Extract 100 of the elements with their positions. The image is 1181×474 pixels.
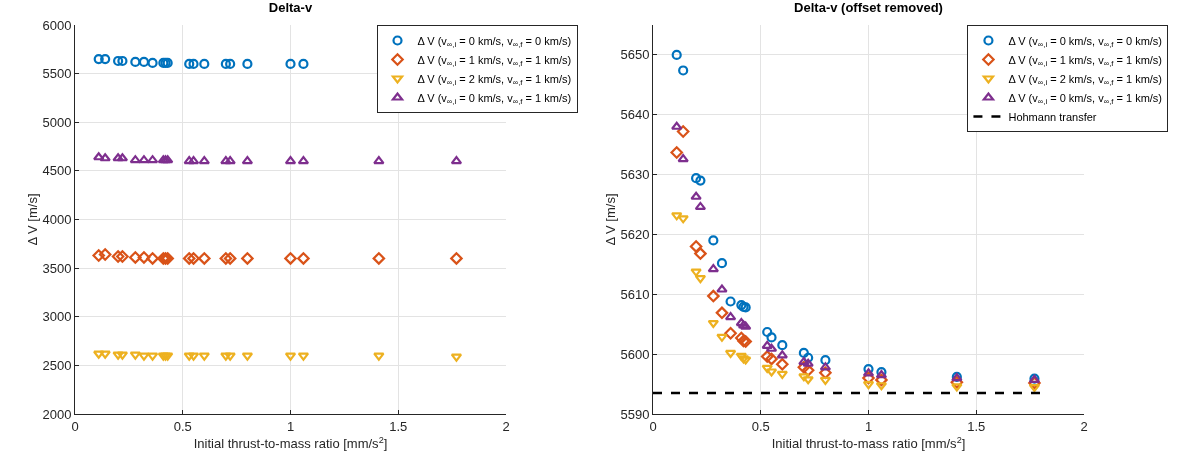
point <box>724 311 737 321</box>
point <box>241 252 254 265</box>
y-axis-title: Δ V [m/s] <box>25 193 41 246</box>
point <box>875 373 888 387</box>
point <box>146 252 159 265</box>
y-tick-label: 6000 <box>42 17 72 33</box>
point <box>242 58 253 69</box>
point <box>761 364 773 374</box>
x-tick-label: 1.5 <box>389 418 408 434</box>
y-tick-label: 5630 <box>620 167 650 183</box>
point <box>797 361 811 374</box>
legend-label: Δ V (v$_{∞,i}$ = 0 km/s, v$_{∞,f}$ = 1 km/s) <box>417 91 572 107</box>
point <box>182 252 196 265</box>
x-axis-title: Initial thrust-to-mass ratio [mm/s$^{2}$] <box>193 434 388 452</box>
legend-label: Δ V (v$_{∞,i}$ = 2 km/s, v$_{∞,f}$ = 1 km/s) <box>1008 72 1163 88</box>
point <box>225 58 236 69</box>
x-tick-label: 1 <box>864 418 873 434</box>
point <box>691 173 702 184</box>
point <box>138 155 150 164</box>
point <box>373 352 385 361</box>
x-tick-label: 0 <box>649 418 657 434</box>
point <box>92 249 106 262</box>
point <box>183 156 195 165</box>
x-tick-label: 2 <box>1080 418 1088 434</box>
point <box>147 57 158 69</box>
point <box>777 340 788 351</box>
x-tick-label: 0.5 <box>751 418 770 434</box>
point <box>112 351 124 360</box>
point <box>130 56 141 68</box>
chart-title: Delta-v <box>268 0 313 16</box>
point <box>220 156 232 165</box>
point <box>223 252 237 265</box>
point <box>297 252 310 265</box>
y-tick-label: 5590 <box>620 406 650 422</box>
point <box>99 350 111 359</box>
legend-label: Hohmann transfer <box>1008 110 1097 123</box>
y-tick-label: 5610 <box>620 286 650 302</box>
point <box>111 250 125 263</box>
point <box>766 332 777 343</box>
point <box>671 49 682 61</box>
point <box>284 252 297 265</box>
point <box>694 247 707 260</box>
legend-label: Δ V (v$_{∞,i}$ = 1 km/s, v$_{∞,f}$ = 1 km/s) <box>417 53 572 69</box>
point <box>820 355 831 366</box>
point <box>819 366 832 380</box>
point <box>670 146 684 159</box>
point <box>113 55 124 67</box>
point <box>112 153 124 162</box>
point <box>716 333 728 342</box>
point <box>677 215 689 224</box>
point <box>129 251 142 264</box>
y-tick-label: 5650 <box>620 47 650 63</box>
point <box>803 352 814 363</box>
point <box>285 58 296 69</box>
y-tick-label: 5500 <box>42 66 72 82</box>
point <box>100 53 111 65</box>
point <box>99 153 111 162</box>
point <box>138 352 150 361</box>
point <box>184 58 195 69</box>
point <box>219 252 233 265</box>
point <box>137 251 151 264</box>
legend-label: Δ V (v$_{∞,i}$ = 2 km/s, v$_{∞,f}$ = 1 km/s) <box>417 72 572 88</box>
point <box>690 191 702 200</box>
point <box>450 252 463 265</box>
y-tick-label: 4500 <box>42 163 72 179</box>
point <box>373 156 385 165</box>
point <box>689 240 703 253</box>
point <box>762 326 773 338</box>
chart-title: Delta-v (offset removed) <box>794 0 943 16</box>
x-tick-label: 0 <box>71 418 79 434</box>
point <box>715 306 729 320</box>
point <box>98 248 112 261</box>
point <box>1028 383 1041 393</box>
y-tick-label: 3500 <box>42 260 72 276</box>
point <box>716 258 728 269</box>
point <box>677 153 689 163</box>
x-tick-label: 1.5 <box>967 418 986 434</box>
point <box>93 53 104 65</box>
point <box>724 326 737 340</box>
x-tick-label: 2 <box>502 418 510 434</box>
point <box>695 175 706 186</box>
point <box>761 340 773 349</box>
point <box>298 58 309 69</box>
point <box>220 58 231 69</box>
point <box>116 250 129 263</box>
point <box>802 358 814 367</box>
point <box>951 383 963 392</box>
x-tick-label: 0.5 <box>173 418 192 434</box>
legend-label: Δ V (v$_{∞,i}$ = 0 km/s, v$_{∞,f}$ = 0 km/s) <box>1008 34 1163 50</box>
point <box>183 352 195 361</box>
point <box>117 55 128 67</box>
point <box>187 252 200 265</box>
legend-label: Δ V (v$_{∞,i}$ = 0 km/s, v$_{∞,f}$ = 0 km/s) <box>417 34 572 50</box>
point <box>862 371 875 385</box>
y-tick-label: 2500 <box>42 357 72 373</box>
point <box>188 58 199 69</box>
point <box>776 358 789 371</box>
legend-label: Δ V (v$_{∞,i}$ = 0 km/s, v$_{∞,f}$ = 1 km/s) <box>1008 91 1163 107</box>
point <box>694 201 707 211</box>
y-tick-label: 5640 <box>620 107 650 123</box>
